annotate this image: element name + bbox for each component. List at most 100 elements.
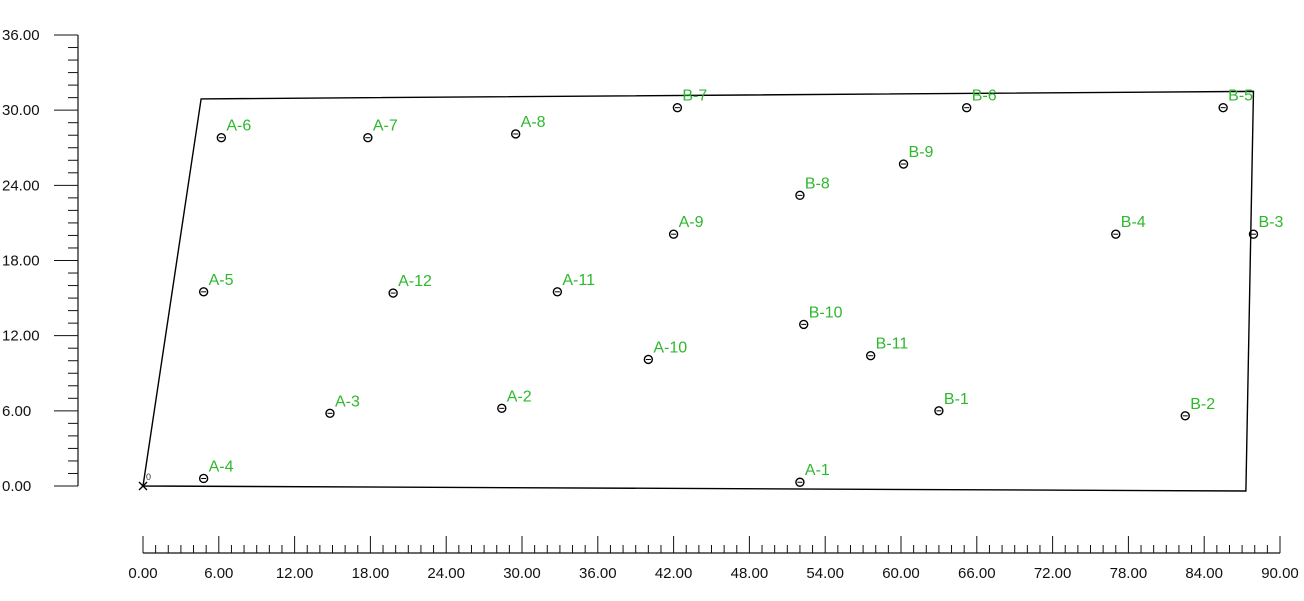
point-label: A-8 xyxy=(521,114,546,131)
point-label: A-12 xyxy=(398,273,432,290)
x-tick-label: 36.00 xyxy=(579,565,617,582)
y-tick-label: 0.00 xyxy=(2,478,31,495)
point-marker-icon xyxy=(795,477,805,487)
survey-point: A-1 xyxy=(795,462,830,487)
survey-point: A-6 xyxy=(216,118,251,143)
origin-marker: 0 xyxy=(138,472,151,491)
point-label: B-10 xyxy=(809,304,843,321)
y-tick-label: 24.00 xyxy=(2,177,40,194)
x-tick-label: 18.00 xyxy=(352,565,390,582)
point-marker-icon xyxy=(325,408,335,419)
point-marker-icon xyxy=(363,133,373,143)
point-marker-icon xyxy=(510,129,521,139)
point-marker-icon xyxy=(1248,229,1259,239)
survey-point: B-1 xyxy=(934,391,969,416)
point-label: B-6 xyxy=(972,88,997,105)
point-marker-icon xyxy=(388,288,398,298)
point-marker-icon xyxy=(934,406,944,416)
survey-point: B-2 xyxy=(1180,396,1215,421)
point-marker-icon xyxy=(865,351,876,361)
point-label: B-3 xyxy=(1258,214,1283,231)
point-marker-icon xyxy=(668,229,679,239)
survey-point: B-5 xyxy=(1218,88,1253,113)
point-label: B-4 xyxy=(1121,214,1146,231)
x-tick-label: 0.00 xyxy=(128,565,157,582)
point-marker-icon xyxy=(198,473,209,484)
point-label: B-11 xyxy=(876,336,909,353)
survey-point: B-6 xyxy=(961,88,997,113)
origin-label: 0 xyxy=(146,472,151,482)
y-tick-label: 6.00 xyxy=(2,403,31,420)
point-label: A-1 xyxy=(805,462,830,479)
point-marker-icon xyxy=(795,190,805,201)
point-label: B-8 xyxy=(805,175,830,192)
point-label: A-7 xyxy=(373,118,398,135)
x-tick-label: 12.00 xyxy=(276,565,314,582)
survey-point: A-3 xyxy=(325,393,360,419)
point-marker-icon xyxy=(1111,229,1121,239)
point-marker-icon xyxy=(799,319,809,330)
x-tick-label: 72.00 xyxy=(1034,565,1072,582)
point-label: A-11 xyxy=(562,272,595,289)
point-label: A-2 xyxy=(507,388,532,405)
survey-point: B-4 xyxy=(1111,214,1146,239)
point-label: A-4 xyxy=(209,458,234,475)
point-marker-icon xyxy=(497,403,507,414)
x-tick-label: 90.00 xyxy=(1261,565,1299,582)
x-tick-label: 6.00 xyxy=(204,565,233,582)
survey-point: A-11 xyxy=(552,272,595,297)
x-tick-label: 54.00 xyxy=(806,565,844,582)
point-marker-icon xyxy=(643,354,654,365)
point-marker-icon xyxy=(1218,102,1228,113)
point-label: A-5 xyxy=(209,272,234,289)
point-label: A-6 xyxy=(226,118,251,135)
point-label: B-2 xyxy=(1190,396,1215,413)
survey-point: B-3 xyxy=(1248,214,1283,239)
survey-point: A-10 xyxy=(643,339,687,365)
boundary-polygon xyxy=(142,90,1255,492)
point-label: A-10 xyxy=(653,339,687,356)
x-tick-label: 48.00 xyxy=(731,565,769,582)
x-tick-label: 66.00 xyxy=(958,565,996,582)
survey-point: B-7 xyxy=(672,88,707,113)
x-axis: 0.00 6.00 12.00 18.00 24.00 30.00 36.00 42.00 48… xyxy=(128,536,1299,582)
survey-point: A-8 xyxy=(510,114,546,139)
survey-point: B-11 xyxy=(865,336,909,361)
y-axis: 0.00 6.00 12.00 18.00 24.00 30.00 36.00 xyxy=(2,27,79,495)
x-tick-label: 24.00 xyxy=(427,565,465,582)
point-marker-icon xyxy=(552,287,563,297)
point-label: B-9 xyxy=(909,144,934,161)
point-label: B-5 xyxy=(1228,88,1253,105)
survey-point: B-8 xyxy=(795,175,830,201)
origin-cross-icon xyxy=(138,481,148,491)
x-tick-label: 84.00 xyxy=(1185,565,1223,582)
y-tick-label: 18.00 xyxy=(2,253,40,270)
point-label: B-7 xyxy=(682,88,707,105)
boundary-outline xyxy=(142,90,1255,492)
survey-point: A-7 xyxy=(363,118,398,143)
x-tick-label: 30.00 xyxy=(503,565,541,582)
survey-point: B-10 xyxy=(799,304,843,330)
point-marker-icon xyxy=(961,102,972,113)
x-tick-label: 42.00 xyxy=(655,565,693,582)
y-tick-label: 36.00 xyxy=(2,27,40,44)
point-marker-icon xyxy=(1180,411,1190,421)
survey-point: A-4 xyxy=(198,458,234,484)
point-marker-icon xyxy=(672,102,683,113)
point-marker-icon xyxy=(216,133,227,143)
survey-point: B-9 xyxy=(898,144,934,169)
survey-point: A-5 xyxy=(198,272,234,297)
x-tick-label: 60.00 xyxy=(882,565,920,582)
survey-point: A-2 xyxy=(497,388,532,414)
x-tick-label: 78.00 xyxy=(1110,565,1148,582)
point-marker-icon xyxy=(198,287,209,297)
survey-points: A-1 A-2 A-3 A-4 A-5 A-6 A-7 A-8 A-9 A-10 A-11 A-12 B… xyxy=(198,88,1283,487)
point-label: B-1 xyxy=(944,391,969,408)
survey-point: A-9 xyxy=(668,214,704,239)
point-label: A-3 xyxy=(335,393,360,410)
point-label: A-9 xyxy=(679,214,704,231)
y-tick-label: 30.00 xyxy=(2,102,40,119)
y-tick-label: 12.00 xyxy=(2,328,40,345)
point-marker-icon xyxy=(898,159,909,169)
